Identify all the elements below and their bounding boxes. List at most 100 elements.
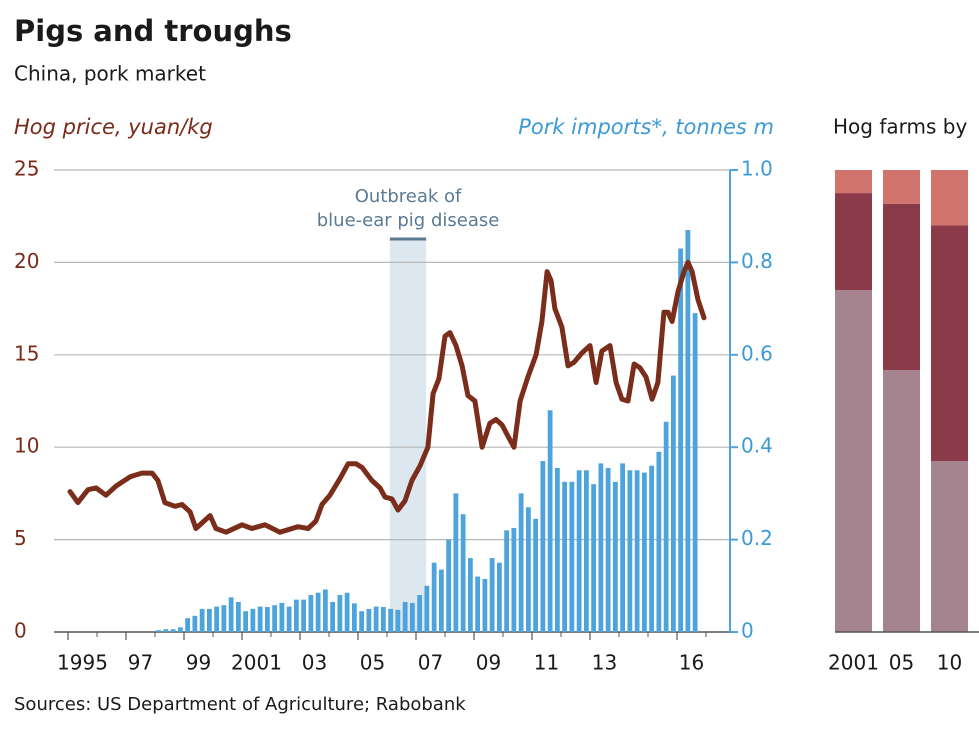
y-tick-label: 15	[14, 341, 39, 365]
bar	[199, 608, 205, 632]
line	[67, 259, 707, 535]
source: Sources: US Department of Agriculture; R…	[14, 694, 466, 715]
x-tick-label: 11	[534, 651, 559, 675]
x-tick-label: 13	[592, 651, 617, 675]
bar	[438, 569, 444, 632]
stacked-bar-segment	[883, 203, 920, 371]
x-tick-label: 16	[679, 651, 704, 675]
bar	[591, 484, 597, 632]
bar	[518, 493, 524, 632]
y-axis-title: Hog price, yuan/kg	[14, 115, 213, 139]
bar	[192, 615, 198, 632]
chart-title: Pigs and troughs	[14, 14, 292, 48]
bar	[177, 627, 183, 632]
stacked-bar-segment	[931, 225, 968, 462]
bar	[583, 470, 589, 632]
bar	[525, 507, 531, 632]
y-tick-label: 25	[14, 157, 39, 181]
bar	[185, 618, 191, 632]
bar	[359, 611, 365, 632]
chart-subtitle: China, pork market	[14, 62, 206, 86]
bar	[380, 607, 386, 632]
bar	[170, 629, 176, 632]
bar	[678, 248, 684, 633]
stacked-bar-segment	[835, 290, 872, 632]
annotation: blue-ear pig disease	[317, 210, 500, 231]
bar	[663, 421, 669, 632]
bar	[250, 608, 256, 632]
bar	[460, 514, 466, 632]
bar	[569, 481, 575, 632]
bar	[388, 608, 394, 632]
y2-tick-label: 0.2	[741, 526, 773, 550]
bar	[235, 601, 241, 632]
bar	[511, 528, 517, 632]
bar	[605, 467, 611, 632]
bar	[634, 470, 640, 632]
stacked-bar-segment	[883, 170, 920, 204]
bar	[475, 576, 481, 632]
bar	[533, 518, 539, 632]
x-tick-label: 10	[937, 651, 962, 675]
x-tick-label: 05	[360, 651, 385, 675]
bar	[206, 608, 212, 632]
y2-tick-label: 0.6	[741, 341, 773, 365]
bar	[366, 608, 372, 632]
bar	[228, 597, 234, 632]
bar	[504, 530, 510, 632]
stacked-bar-segment	[835, 170, 872, 194]
bar	[351, 603, 357, 632]
bar	[424, 585, 430, 632]
bar	[446, 539, 452, 632]
x-tick-label: 07	[418, 651, 443, 675]
bar	[402, 601, 408, 632]
bar	[489, 558, 495, 632]
bar	[301, 599, 307, 632]
stacked-bar-segment	[931, 170, 968, 226]
bar	[431, 562, 437, 632]
bar	[562, 481, 568, 632]
bar	[685, 230, 691, 632]
bar	[576, 470, 582, 632]
x-tick-label: 99	[186, 651, 211, 675]
bar	[598, 463, 604, 632]
x-tick-label: 09	[476, 651, 501, 675]
bar	[373, 606, 379, 632]
bar	[221, 605, 227, 632]
bar	[612, 481, 618, 632]
bar	[409, 602, 415, 632]
y-tick-label: 20	[14, 249, 39, 273]
bar	[540, 461, 546, 632]
highlight-band	[389, 238, 427, 632]
bar	[293, 599, 299, 632]
x-tick-label: 97	[128, 651, 153, 675]
bar	[467, 558, 473, 632]
x-tick-label: 2001	[828, 651, 879, 675]
x-tick-label: 1995	[57, 651, 108, 675]
y-tick-label: 0	[14, 619, 27, 643]
bar	[337, 595, 343, 632]
bar	[322, 589, 328, 632]
x-tick-label: 2001	[231, 651, 282, 675]
y2-axis-title: Pork imports*, tonnes m	[518, 115, 774, 139]
bar	[496, 562, 502, 632]
bar	[453, 493, 459, 632]
bar	[272, 605, 278, 632]
bar	[330, 601, 336, 632]
bar	[547, 410, 553, 632]
bar	[308, 595, 314, 632]
y2-tick-label: 1.0	[741, 157, 773, 181]
annotation: Outbreak of	[355, 186, 462, 207]
x-tick-label: 03	[302, 651, 327, 675]
bar	[482, 578, 488, 632]
bar	[156, 630, 162, 632]
bar	[395, 609, 401, 632]
bar	[649, 465, 655, 632]
bar	[279, 602, 285, 632]
bar	[264, 607, 270, 632]
bar	[315, 592, 321, 632]
stacked-bar-segment	[835, 193, 872, 291]
chart-title: Hog farms by	[833, 115, 967, 139]
